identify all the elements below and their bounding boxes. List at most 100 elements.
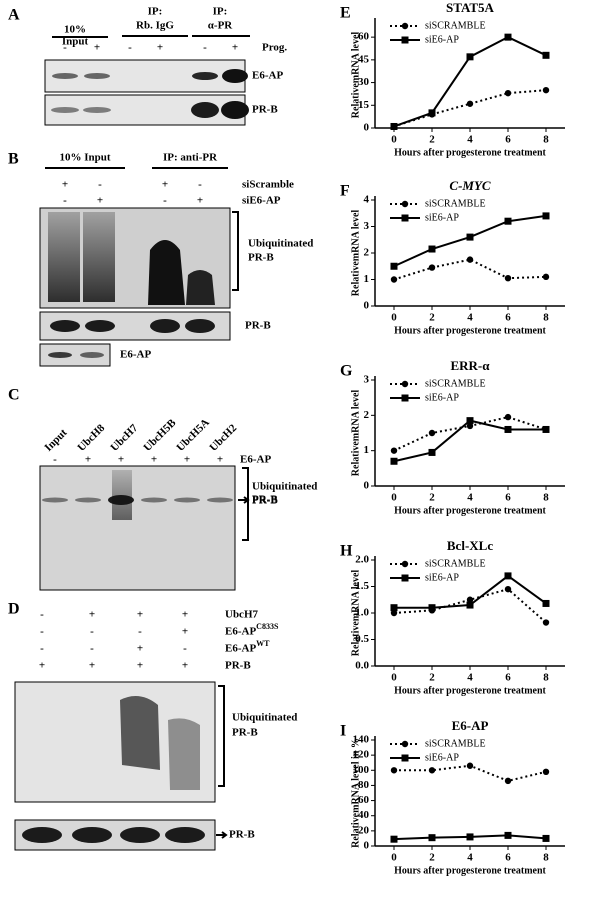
legend-label: siE6-AP	[425, 572, 459, 583]
blot-label: Ubiquitinated	[232, 712, 297, 724]
legend-label: siSCRAMBLE	[425, 738, 486, 749]
blot-label: Ubiquitinated	[252, 481, 317, 493]
x-tick-label: 8	[543, 134, 549, 146]
smear	[112, 470, 132, 520]
row-label: E6-AP	[240, 454, 271, 466]
marker	[542, 834, 550, 842]
marker	[390, 122, 398, 130]
column-header: IP:	[213, 6, 228, 18]
blot-label: PR-B	[252, 104, 278, 116]
legend-label: siSCRAMBLE	[425, 378, 486, 389]
sign: -	[128, 42, 132, 54]
y-tick-label: 140	[353, 734, 370, 746]
legend-marker	[401, 200, 409, 208]
marker	[466, 422, 474, 430]
blot	[39, 465, 236, 591]
marker	[542, 425, 550, 433]
y-axis-label: RelativemRNA level	[350, 570, 361, 657]
x-tick-label: 6	[505, 134, 511, 146]
band	[42, 497, 68, 503]
sign: +	[182, 609, 188, 621]
marker	[504, 217, 512, 225]
chart-title: E6-AP	[452, 718, 489, 733]
sign: -	[163, 195, 167, 207]
marker	[542, 273, 550, 281]
blot-label: E6-AP	[120, 349, 151, 361]
marker	[504, 831, 512, 839]
sign: -	[198, 179, 202, 191]
y-tick-label: 2	[364, 247, 370, 259]
band	[108, 495, 134, 505]
y-tick-label: 0.0	[355, 660, 369, 672]
row-label: E6-APC833S	[225, 622, 279, 638]
marker	[390, 767, 398, 774]
y-tick-label: 45	[358, 53, 370, 65]
x-tick-label: 2	[429, 134, 435, 146]
x-tick-label: 8	[543, 312, 549, 324]
sign: +	[89, 609, 95, 621]
x-tick-label: 0	[391, 672, 397, 684]
marker	[428, 109, 436, 117]
panel-label: I	[340, 723, 346, 740]
panel-label: D	[8, 601, 20, 618]
band	[222, 69, 248, 83]
y-tick-label: 60	[358, 31, 370, 43]
band	[48, 352, 72, 358]
chart-title: STAT5A	[446, 0, 495, 15]
sign: +	[232, 42, 238, 54]
series-line	[393, 588, 547, 624]
panel-label: B	[8, 151, 19, 168]
column-header: 10%	[64, 24, 86, 36]
band	[192, 72, 218, 80]
x-tick-label: 4	[467, 134, 473, 146]
panel-label: A	[8, 7, 20, 24]
x-axis-label: Hours after progesterone treatment	[394, 325, 546, 336]
x-tick-label: 4	[467, 672, 473, 684]
legend-marker	[401, 740, 409, 748]
x-tick-label: 6	[505, 852, 511, 864]
marker	[542, 86, 550, 94]
legend-marker	[401, 36, 409, 44]
legend-marker	[401, 22, 409, 30]
column-header: α-PR	[208, 20, 234, 32]
row-label: UbcH7	[225, 609, 259, 621]
blot-label: E6-AP	[252, 70, 283, 82]
marker	[504, 413, 512, 421]
y-tick-label: 15	[358, 99, 370, 111]
panel-label: E	[340, 5, 351, 22]
sign: +	[137, 643, 143, 655]
marker	[428, 429, 436, 437]
lane-label: UbcH7	[108, 422, 140, 454]
x-tick-label: 2	[429, 312, 435, 324]
band	[85, 320, 115, 332]
y-tick-label: 1	[364, 273, 370, 285]
x-axis-label: Hours after progesterone treatment	[394, 147, 546, 158]
blot-label: PR-B	[252, 495, 278, 507]
marker	[466, 53, 474, 61]
sign: -	[138, 626, 142, 638]
superscript: WT	[256, 639, 270, 648]
blot-label: PR-B	[252, 494, 278, 506]
x-tick-label: 8	[543, 852, 549, 864]
marker	[542, 619, 550, 626]
band	[207, 497, 233, 503]
marker	[428, 245, 436, 253]
sign: +	[62, 179, 68, 191]
sign: +	[94, 42, 100, 54]
band	[50, 320, 80, 332]
blot-label: PR-B	[232, 727, 258, 739]
x-tick-label: 4	[467, 492, 473, 504]
marker	[542, 51, 550, 59]
sign: +	[97, 195, 103, 207]
x-tick-label: 0	[391, 312, 397, 324]
y-tick-label: 0	[364, 840, 370, 852]
marker	[466, 601, 474, 609]
marker	[428, 448, 436, 456]
x-tick-label: 2	[429, 852, 435, 864]
sign: +	[157, 42, 163, 54]
marker	[390, 457, 398, 465]
band	[174, 497, 200, 503]
band	[84, 73, 110, 79]
series-line	[393, 89, 547, 128]
chart-title: C-MYC	[449, 178, 491, 193]
